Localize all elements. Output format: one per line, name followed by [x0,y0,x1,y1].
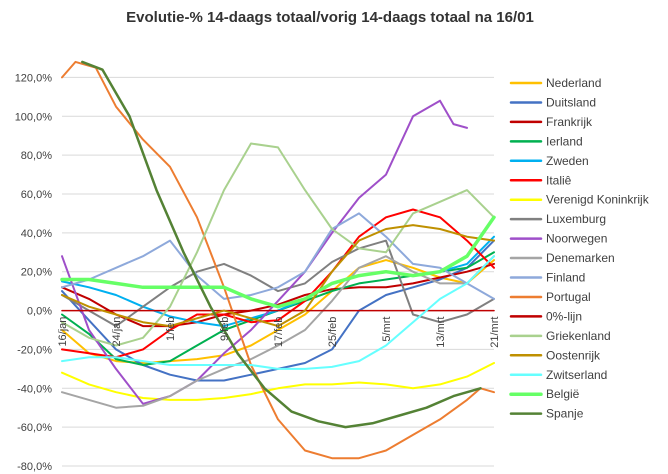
legend-label: Portugal [546,290,591,304]
y-axis: -80,0% -60,0% -40,0% -20,0% 0,0% 20,0% 40,0% 60… [15,72,53,473]
x-tick-label: 21/mrt [489,317,501,348]
series-line-itali- [61,208,495,359]
legend-label: Nederland [546,76,601,90]
y-tick-label: 80,0% [21,150,52,162]
x-axis: 16/jan 24/jan 1/feb 9/feb 17/feb 25/feb 5/mrt 1… [57,317,501,348]
series-line-belgi- [60,215,496,309]
legend-label: Zwitserland [546,368,607,382]
x-tick-label: 5/mrt [381,317,393,342]
series-line-griekenland [61,142,495,347]
x-tick-label: 17/feb [273,317,285,348]
x-tick-label: 16/jan [57,317,69,347]
legend-label: Luxemburg [546,212,606,226]
legend-label: Zweden [546,154,589,168]
y-tick-label: 120,0% [15,72,53,84]
legend-label: Spanje [546,407,584,421]
legend-label: Denemarken [546,251,615,265]
x-tick-label: 9/feb [219,317,231,341]
y-tick-label: -20,0% [17,344,52,356]
series-line-frankrijk [61,262,495,328]
x-tick-label: 13/mrt [435,317,447,348]
chart-title: Evolutie-% 14-daags totaal/vorig 14-daag… [126,9,534,26]
series-line-zwitserland [61,255,495,370]
y-tick-label: 40,0% [21,228,52,240]
x-tick-label: 24/jan [111,317,123,347]
series-line-finland [61,212,495,300]
y-tick-label: 100,0% [15,111,53,123]
legend-label: Italiê [546,173,572,187]
legend-label: Verenigd Koninkrijk [546,193,650,207]
legend-label: Frankrijk [546,115,593,129]
y-tick-label: -80,0% [17,461,52,473]
legend-label: Finland [546,271,585,285]
y-tick-label: 60,0% [21,189,52,201]
series-line-verenigd-koninkrijk [61,362,495,401]
legend-label: Duitsland [546,95,596,109]
x-tick-label: 25/feb [327,317,339,348]
series-line-oostenrijk [61,224,495,328]
legend-label: Griekenland [546,329,611,343]
series-line-luxemburg [61,239,495,328]
legend-label: Oostenrijk [546,348,601,362]
y-tick-label: -40,0% [17,383,52,395]
series-line-zweden [61,235,495,328]
y-tick-label: 0,0% [27,306,52,318]
legend-label: Ierland [546,134,583,148]
legend-label: 0%-lijn [546,309,582,323]
series-layer [60,60,496,460]
y-tick-label: 20,0% [21,267,52,279]
legend-label: Noorwegen [546,232,607,246]
x-tick-label: 1/feb [165,317,177,341]
series-line-portugal [61,60,495,460]
series-line-spanje [81,60,482,429]
y-tick-label: -60,0% [17,422,52,434]
legend-label: België [546,387,580,401]
series-line-noorwegen [61,99,468,405]
legend: Nederland Duitsland Frankrijk Ierland Zweden… [509,76,650,421]
